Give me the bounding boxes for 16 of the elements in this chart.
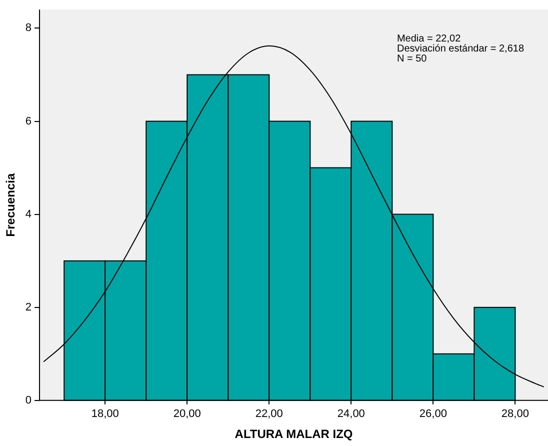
y-axis-title: Frecuencia bbox=[4, 173, 18, 237]
y-tick-label: 8 bbox=[25, 22, 32, 34]
x-tick-label: 28,00 bbox=[501, 408, 529, 420]
x-tick-label: 20,00 bbox=[173, 408, 201, 420]
y-tick-label: 2 bbox=[25, 301, 32, 314]
y-tick-label: 0 bbox=[25, 394, 32, 406]
annotation: Desviación estándar = 2,618 bbox=[396, 43, 524, 54]
y-tick-label: 4 bbox=[25, 208, 32, 220]
x-tick-label: 18,00 bbox=[91, 408, 119, 420]
annotation: Media = 22,02 bbox=[396, 33, 462, 44]
y-tick-label: 6 bbox=[25, 115, 32, 128]
x-tick-label: 24,00 bbox=[337, 408, 365, 420]
x-tick-label: 22,00 bbox=[255, 408, 283, 420]
x-axis-title: ALTURA MALAR IZQ bbox=[234, 427, 353, 442]
annotation: N = 50 bbox=[396, 53, 428, 64]
x-tick-label: 26,00 bbox=[419, 408, 447, 420]
